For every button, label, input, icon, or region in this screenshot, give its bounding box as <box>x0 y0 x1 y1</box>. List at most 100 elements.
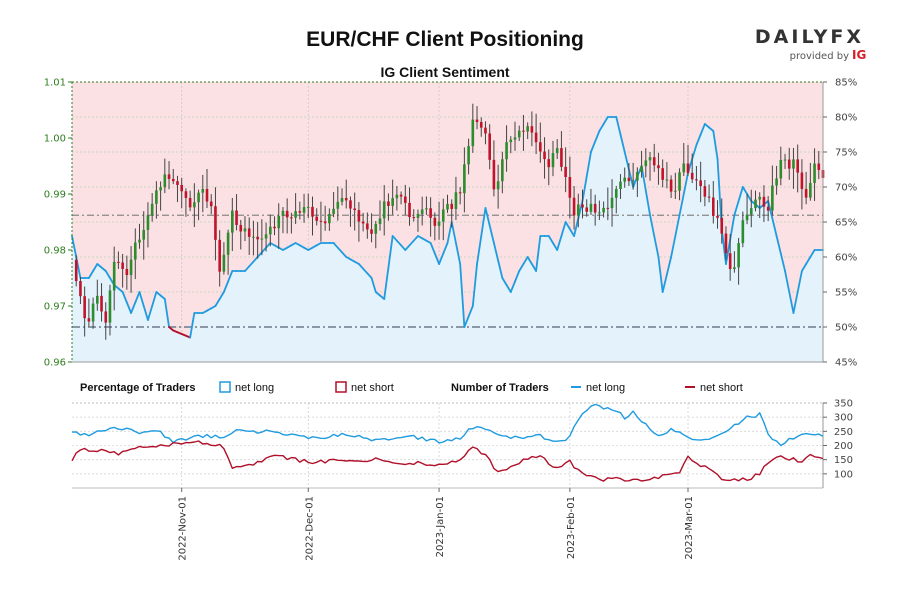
legend-net-short-count-label: net short <box>700 382 743 394</box>
candle-body-52 <box>290 217 293 219</box>
candle-body-106 <box>517 130 521 138</box>
candle-body-31 <box>201 188 205 193</box>
candle-body-127 <box>606 207 610 209</box>
candle-body-41 <box>243 228 247 232</box>
candle-body-100 <box>492 159 496 190</box>
percentage-axis: 45% 50% 55% 60% 65% 70% 75% 80% 85% <box>823 78 857 369</box>
candle-body-48 <box>273 226 276 229</box>
pct-line-segment-78 <box>400 244 407 251</box>
pct-line-segment-23 <box>168 326 175 332</box>
pct-line-segment-129 <box>615 116 622 136</box>
candle-body-78 <box>399 194 403 197</box>
pct-line-segment-8 <box>104 270 111 279</box>
candle-body-89 <box>446 203 449 210</box>
pct-line-segment-95 <box>471 263 478 307</box>
pct-line-segment-16 <box>138 291 145 307</box>
candle-body-160 <box>745 214 749 221</box>
net-long-percentage-line <box>71 116 824 339</box>
pct-tick-label-0: 45% <box>835 358 857 369</box>
candle-body-173 <box>800 172 804 189</box>
pct-line-segment-139 <box>657 256 664 293</box>
candle-body-30 <box>197 192 200 203</box>
pct-line-segment-6 <box>96 263 103 269</box>
pct-line-segment-165 <box>767 200 774 220</box>
pct-line-segment-150 <box>703 123 710 129</box>
candle-body-34 <box>214 206 217 240</box>
candle-body-72 <box>374 223 378 234</box>
date-tick-label-3: 2023-Feb-01 <box>566 496 577 559</box>
candle-body-55 <box>302 207 306 213</box>
pct-line-segment-167 <box>775 235 782 255</box>
pct-line-segment-12 <box>121 291 128 304</box>
pct-line-segment-130 <box>619 133 626 153</box>
pct-line-segment-97 <box>480 207 487 237</box>
candle-body-116 <box>560 148 563 167</box>
pct-line-segment-137 <box>649 214 656 237</box>
candle-body-14 <box>129 259 133 276</box>
pct-line-segment-74 <box>383 266 390 300</box>
price-axis: 0.96 0.97 0.98 0.99 1.00 1.01 <box>44 78 72 369</box>
candle-body-3 <box>83 296 86 319</box>
candle-body-45 <box>260 238 264 240</box>
pct-line-segment-88 <box>442 242 449 255</box>
legend-net-long-pct-label: net long <box>235 382 274 394</box>
candle-body-80 <box>408 202 411 218</box>
candle-body-156 <box>728 253 732 270</box>
net-short-count-line <box>71 440 824 482</box>
count-tick-label-3: 250 <box>834 427 853 438</box>
candle-body-5 <box>91 303 95 322</box>
pct-line-segment-174 <box>805 256 812 265</box>
candle-body-113 <box>547 159 551 168</box>
candle-body-51 <box>285 210 289 218</box>
candle-body-167 <box>775 178 778 186</box>
pct-line-segment-81 <box>412 235 419 242</box>
pct-line-segment-136 <box>644 189 651 216</box>
candle-body-128 <box>610 197 614 209</box>
candle-body-50 <box>281 210 285 217</box>
pct-line-segment-37 <box>227 270 234 283</box>
pct-line-segment-115 <box>556 235 563 251</box>
candle-body-16 <box>138 239 141 243</box>
candle-body-143 <box>674 190 677 192</box>
pct-line-segment-103 <box>505 284 512 293</box>
pct-line-segment-140 <box>661 273 668 293</box>
price-tick-label-5: 1.01 <box>44 78 66 89</box>
candle-body-63 <box>336 201 340 209</box>
pct-line-segment-166 <box>771 217 778 237</box>
candle-body-136 <box>644 160 648 167</box>
pct-line-segment-147 <box>691 144 698 160</box>
date-tick-label-0: 2022-Nov-01 <box>178 496 189 561</box>
candle-body-112 <box>543 151 546 160</box>
candle-body-75 <box>387 201 390 206</box>
candle-body-150 <box>703 186 707 197</box>
legend-percentage-heading: Percentage of Traders <box>80 382 196 394</box>
candle-body-130 <box>619 181 622 189</box>
candle-body-77 <box>395 194 399 199</box>
candle-body-135 <box>640 166 643 172</box>
candle-body-164 <box>762 196 766 207</box>
candle-body-162 <box>754 199 757 209</box>
pct-line-segment-21 <box>159 294 166 300</box>
candle-body-174 <box>804 188 808 198</box>
candle-body-96 <box>475 119 479 123</box>
candle-body-33 <box>209 201 213 207</box>
candle-body-177 <box>817 163 821 170</box>
legend-net-long-count-label: net long <box>586 382 625 394</box>
pct-line-segment-4 <box>87 270 94 279</box>
pct-line-segment-125 <box>598 123 605 132</box>
pct-line-segment-94 <box>467 305 474 318</box>
ig-logo: IG <box>852 48 866 62</box>
pct-line-segment-116 <box>560 221 567 237</box>
pct-line-segment-142 <box>670 235 677 258</box>
price-tick-label-2: 0.98 <box>44 246 66 257</box>
pct-line-segment-159 <box>741 186 748 195</box>
pct-line-segment-93 <box>463 315 470 328</box>
pct-line-segment-20 <box>155 291 162 297</box>
pct-line-segment-43 <box>252 256 259 263</box>
pct-line-segment-62 <box>332 242 339 249</box>
pct-line-segment-143 <box>674 214 681 237</box>
candle-body-149 <box>699 180 702 187</box>
pct-line-segment-149 <box>699 123 706 136</box>
pct-line-segment-175 <box>809 249 816 258</box>
pct-line-segment-87 <box>438 252 445 265</box>
